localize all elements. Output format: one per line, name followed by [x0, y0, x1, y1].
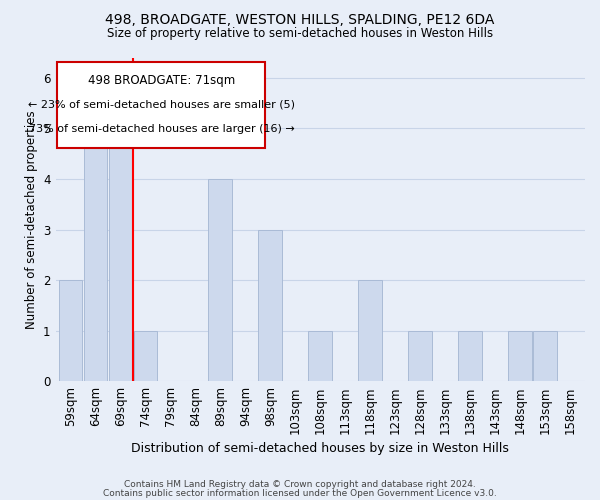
Bar — [508, 330, 532, 382]
Bar — [533, 330, 557, 382]
Bar — [83, 128, 107, 382]
Bar — [134, 330, 157, 382]
Bar — [259, 230, 282, 382]
Bar — [458, 330, 482, 382]
Bar — [59, 280, 82, 382]
Text: 498, BROADGATE, WESTON HILLS, SPALDING, PE12 6DA: 498, BROADGATE, WESTON HILLS, SPALDING, … — [106, 12, 494, 26]
Y-axis label: Number of semi-detached properties: Number of semi-detached properties — [25, 110, 38, 328]
Bar — [308, 330, 332, 382]
X-axis label: Distribution of semi-detached houses by size in Weston Hills: Distribution of semi-detached houses by … — [131, 442, 509, 455]
Text: 73% of semi-detached houses are larger (16) →: 73% of semi-detached houses are larger (… — [29, 124, 294, 134]
Bar — [109, 128, 133, 382]
Text: Size of property relative to semi-detached houses in Weston Hills: Size of property relative to semi-detach… — [107, 28, 493, 40]
Text: 498 BROADGATE: 71sqm: 498 BROADGATE: 71sqm — [88, 74, 235, 87]
Bar — [408, 330, 432, 382]
Text: Contains public sector information licensed under the Open Government Licence v3: Contains public sector information licen… — [103, 489, 497, 498]
Text: ← 23% of semi-detached houses are smaller (5): ← 23% of semi-detached houses are smalle… — [28, 100, 295, 110]
Bar — [208, 179, 232, 382]
FancyBboxPatch shape — [58, 62, 265, 148]
Bar — [358, 280, 382, 382]
Text: Contains HM Land Registry data © Crown copyright and database right 2024.: Contains HM Land Registry data © Crown c… — [124, 480, 476, 489]
